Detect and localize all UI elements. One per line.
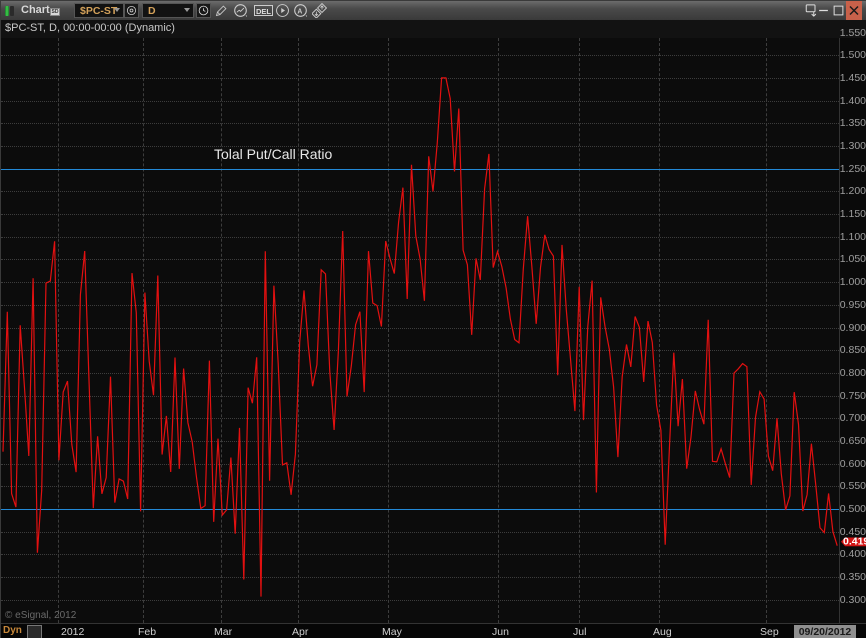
svg-text:A: A	[297, 8, 302, 15]
